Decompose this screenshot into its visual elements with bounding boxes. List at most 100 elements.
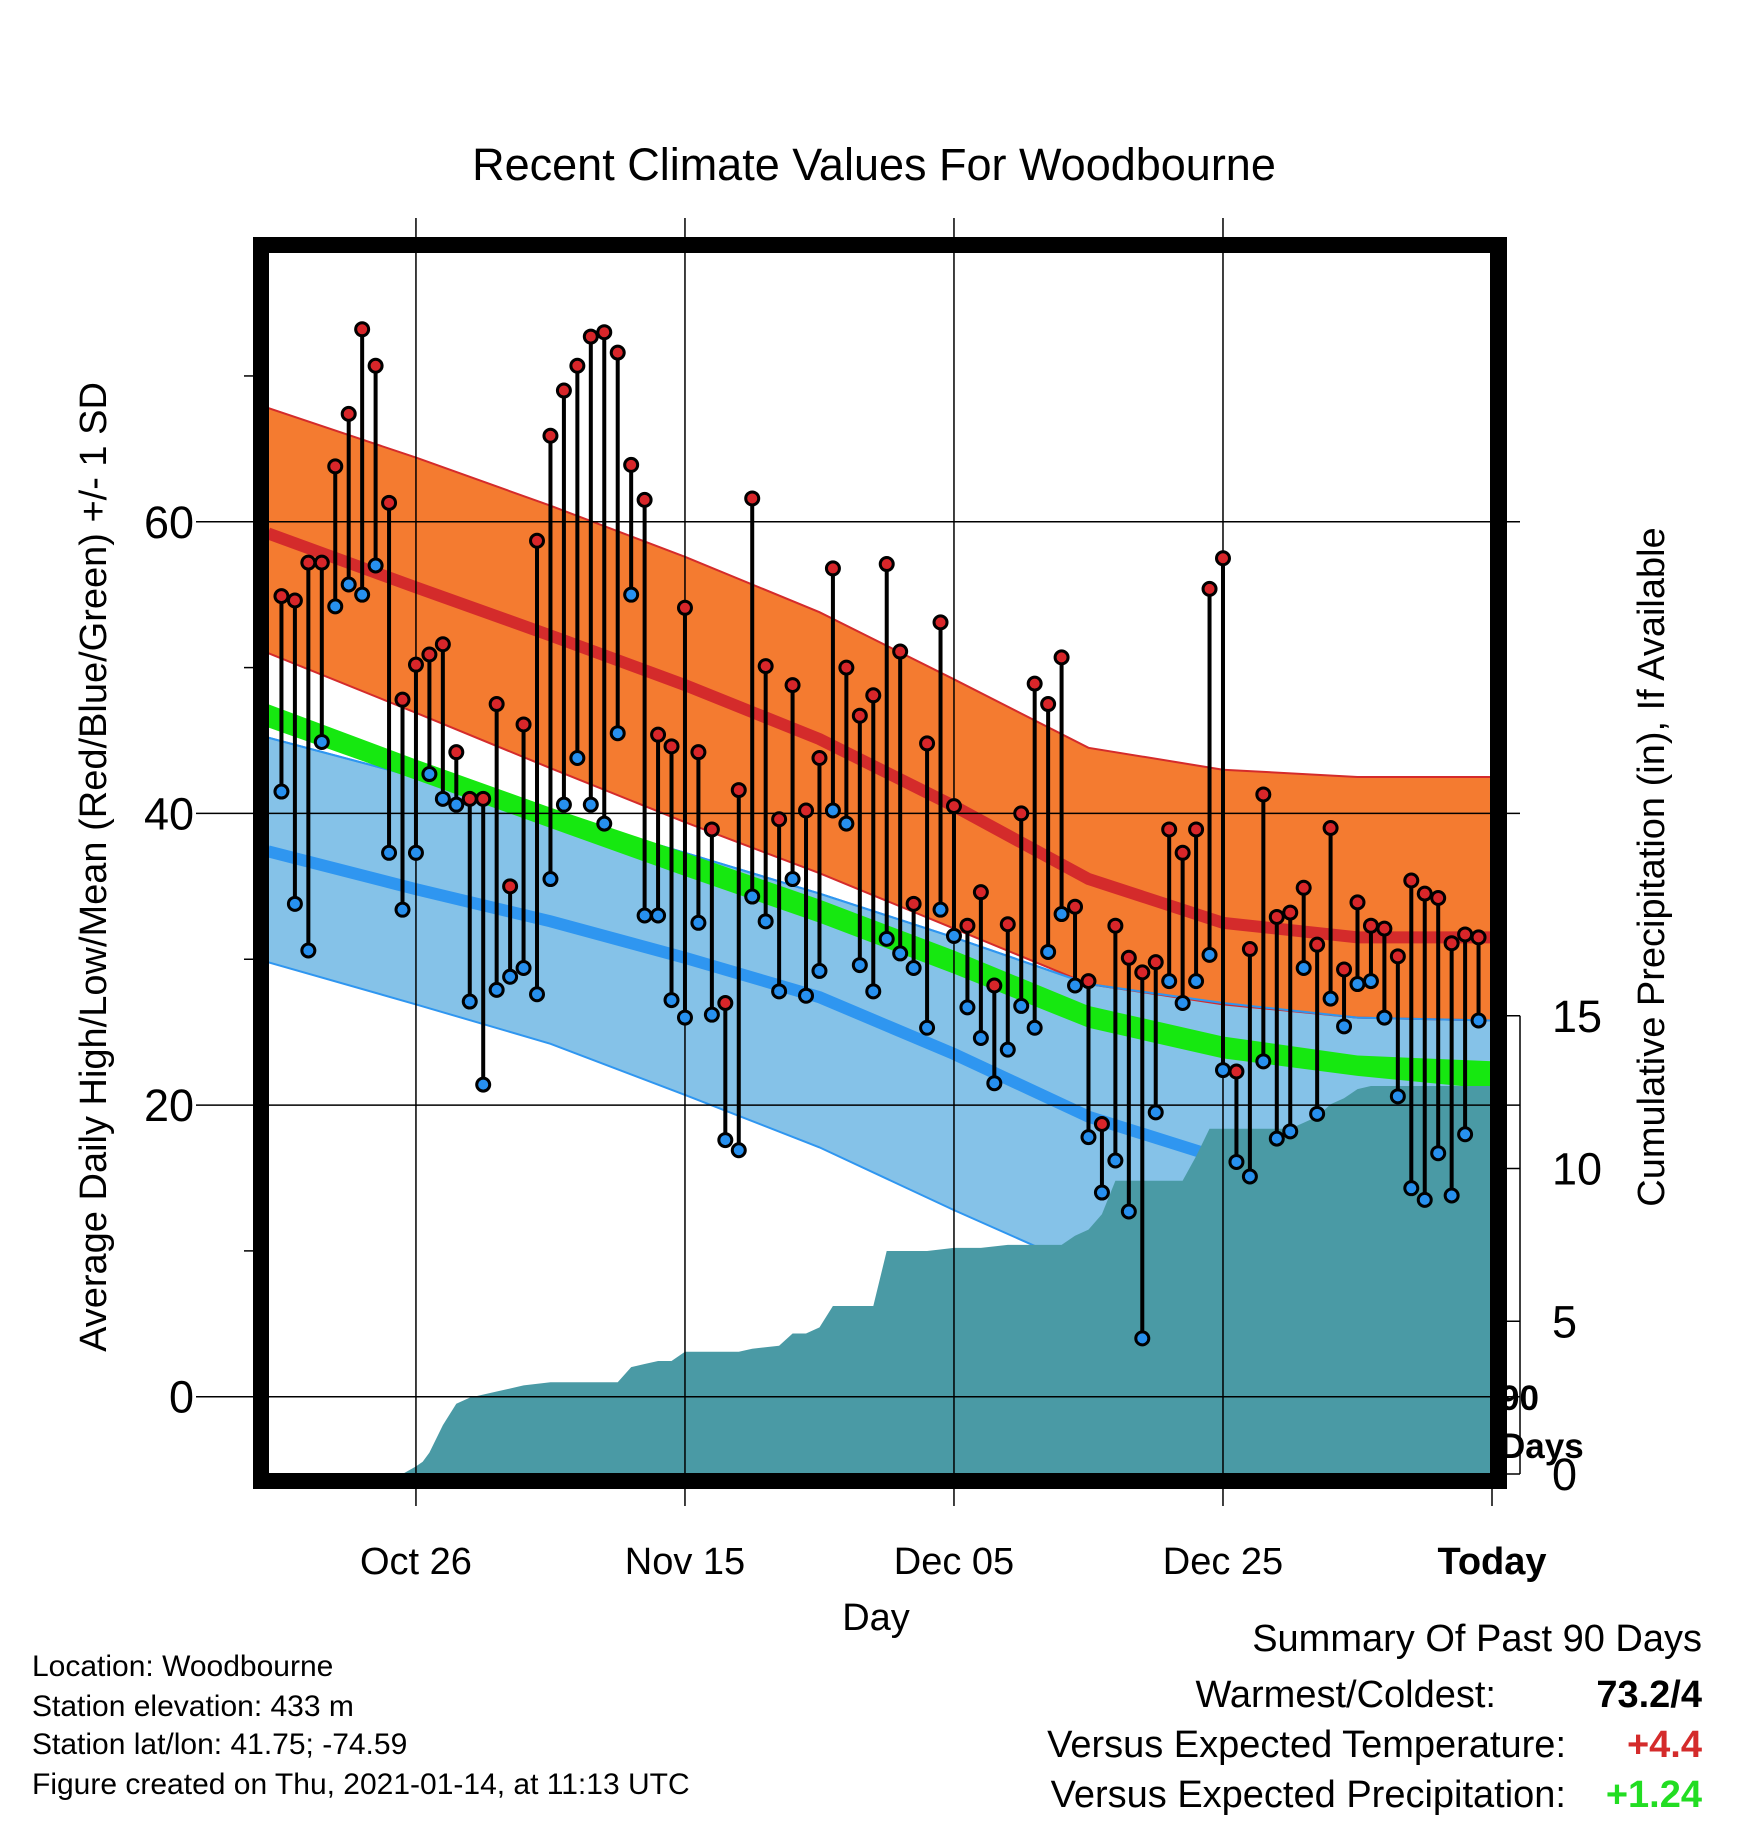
daily-low-point bbox=[421, 766, 438, 783]
daily-high-point bbox=[999, 916, 1016, 933]
daily-high-point bbox=[1376, 920, 1393, 937]
daily-high-point bbox=[663, 738, 680, 755]
y2-tick-label: 10 bbox=[1552, 1144, 1602, 1195]
daily-high-point bbox=[273, 588, 290, 605]
daily-high-point bbox=[636, 491, 653, 508]
x-axis-label: Day bbox=[842, 1597, 910, 1639]
daily-low-point bbox=[1174, 994, 1191, 1011]
daily-high-point bbox=[717, 994, 734, 1011]
daily-high-point bbox=[1093, 1116, 1110, 1133]
precip-area bbox=[268, 1086, 1492, 1474]
daily-high-point bbox=[327, 458, 344, 475]
daily-low-point bbox=[1443, 1187, 1460, 1204]
daily-low-point bbox=[1026, 1019, 1043, 1036]
daily-low-point bbox=[663, 992, 680, 1009]
daily-low-point bbox=[1362, 973, 1379, 990]
daily-low-point bbox=[1040, 943, 1057, 960]
daily-low-point bbox=[407, 844, 424, 861]
daily-low-point bbox=[932, 901, 949, 918]
daily-high-point bbox=[1161, 821, 1178, 838]
daily-low-point bbox=[555, 796, 572, 813]
daily-high-point bbox=[932, 614, 949, 631]
elevation-text: Station elevation: 433 m bbox=[32, 1690, 354, 1723]
daily-low-point bbox=[569, 750, 586, 767]
daily-high-point bbox=[313, 554, 330, 571]
daily-low-point bbox=[798, 987, 815, 1004]
y-axis-label: Average Daily High/Low/Mean (Red/Blue/Gr… bbox=[73, 382, 115, 1352]
daily-low-point bbox=[286, 895, 303, 912]
daily-high-point bbox=[1295, 879, 1312, 896]
precip-versus-label: Versus Expected Precipitation: bbox=[1050, 1774, 1566, 1816]
daily-high-point bbox=[1457, 926, 1474, 943]
y-tick-label: 60 bbox=[144, 497, 194, 548]
daily-high-point bbox=[1470, 929, 1487, 946]
daily-low-point bbox=[488, 981, 505, 998]
daily-high-point bbox=[1268, 908, 1285, 925]
daily-high-point bbox=[771, 811, 788, 828]
daily-high-point bbox=[569, 357, 586, 374]
daily-low-point bbox=[273, 783, 290, 800]
daily-high-point bbox=[582, 328, 599, 345]
daily-low-point bbox=[1470, 1012, 1487, 1029]
daily-high-point bbox=[1282, 904, 1299, 921]
daily-low-point bbox=[1349, 976, 1366, 993]
daily-high-point bbox=[1134, 964, 1151, 981]
x-tick-label: Today bbox=[1437, 1541, 1546, 1583]
daily-high-point bbox=[1443, 935, 1460, 952]
daily-high-point bbox=[972, 884, 989, 901]
daily-high-point bbox=[811, 750, 828, 767]
daily-high-point bbox=[892, 643, 909, 660]
daily-high-point bbox=[1309, 936, 1326, 953]
daily-low-point bbox=[1255, 1053, 1272, 1070]
daily-high-point bbox=[1389, 948, 1406, 965]
warmest-coldest-label: Warmest/Coldest: bbox=[1195, 1674, 1496, 1716]
daily-low-point bbox=[959, 999, 976, 1016]
daily-high-point bbox=[1336, 961, 1353, 978]
daily-high-point bbox=[851, 707, 868, 724]
daily-low-point bbox=[1053, 906, 1070, 923]
temp-versus-value: +4.4 bbox=[1626, 1724, 1702, 1766]
warmest-coldest-value: 73.2/4 bbox=[1596, 1674, 1702, 1717]
daily-high-point bbox=[703, 821, 720, 838]
daily-high-point bbox=[865, 687, 882, 704]
daily-low-point bbox=[381, 844, 398, 861]
daily-high-point bbox=[421, 646, 438, 663]
daily-high-point bbox=[340, 405, 357, 422]
daily-low-point bbox=[744, 888, 761, 905]
daily-high-point bbox=[905, 895, 922, 912]
daily-high-point bbox=[1362, 917, 1379, 934]
daily-high-point bbox=[1241, 941, 1258, 958]
daily-high-point bbox=[1349, 894, 1366, 911]
daily-low-point bbox=[475, 1076, 492, 1093]
y2-tick-label: 0 bbox=[1552, 1449, 1577, 1500]
daily-low-point bbox=[300, 942, 317, 959]
daily-low-point bbox=[1268, 1130, 1285, 1147]
daily-high-point bbox=[1174, 844, 1191, 861]
daily-high-point bbox=[1147, 954, 1164, 971]
daily-high-point bbox=[623, 456, 640, 473]
daily-low-point bbox=[730, 1142, 747, 1159]
daily-high-point bbox=[502, 878, 519, 895]
daily-high-point bbox=[1214, 550, 1231, 567]
daily-low-point bbox=[771, 983, 788, 1000]
daily-low-point bbox=[945, 927, 962, 944]
daily-low-point bbox=[757, 913, 774, 930]
x-tick-label: Oct 26 bbox=[360, 1541, 472, 1583]
daily-low-point bbox=[892, 945, 909, 962]
daily-high-point bbox=[461, 790, 478, 807]
daily-low-point bbox=[1201, 946, 1218, 963]
daily-low-point bbox=[1013, 997, 1030, 1014]
daily-low-point bbox=[1389, 1088, 1406, 1105]
daily-high-point bbox=[838, 659, 855, 676]
y-tick-label: 20 bbox=[144, 1080, 194, 1131]
daily-high-point bbox=[757, 658, 774, 675]
daily-high-point bbox=[798, 802, 815, 819]
daily-low-point bbox=[1416, 1191, 1433, 1208]
daily-high-point bbox=[1080, 973, 1097, 990]
daily-high-point bbox=[529, 532, 546, 549]
daily-high-point bbox=[1026, 675, 1043, 692]
daily-high-point bbox=[1120, 949, 1137, 966]
daily-low-point bbox=[1228, 1153, 1245, 1170]
daily-low-point bbox=[972, 1029, 989, 1046]
